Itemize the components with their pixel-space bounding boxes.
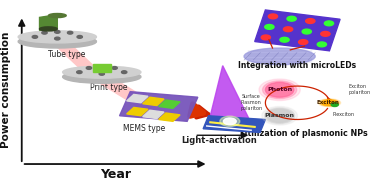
- Circle shape: [42, 31, 47, 34]
- Polygon shape: [255, 10, 340, 51]
- Text: Year: Year: [101, 168, 132, 181]
- Text: Power consumption: Power consumption: [2, 32, 11, 148]
- Text: MEMS type: MEMS type: [123, 124, 166, 133]
- Circle shape: [268, 14, 277, 19]
- Polygon shape: [127, 94, 148, 103]
- Ellipse shape: [318, 99, 341, 107]
- Circle shape: [32, 36, 37, 38]
- Polygon shape: [119, 92, 198, 121]
- Bar: [93, 64, 111, 72]
- Text: Photon: Photon: [267, 87, 292, 92]
- Ellipse shape: [244, 48, 315, 65]
- Circle shape: [287, 16, 296, 21]
- Polygon shape: [209, 66, 251, 123]
- Ellipse shape: [18, 35, 96, 48]
- Circle shape: [99, 66, 104, 68]
- Circle shape: [263, 81, 297, 99]
- Circle shape: [262, 106, 297, 125]
- Circle shape: [265, 82, 294, 97]
- Circle shape: [86, 67, 91, 69]
- Circle shape: [261, 35, 271, 40]
- Polygon shape: [127, 107, 148, 116]
- Text: Exciton
polariton: Exciton polariton: [349, 84, 371, 95]
- Ellipse shape: [320, 99, 339, 106]
- Circle shape: [299, 40, 308, 45]
- Polygon shape: [159, 100, 180, 108]
- Polygon shape: [143, 110, 164, 119]
- Text: Integration with microLEDs: Integration with microLEDs: [239, 61, 356, 70]
- Circle shape: [306, 19, 315, 23]
- Text: Exciton: Exciton: [316, 100, 339, 105]
- Circle shape: [280, 37, 289, 42]
- Text: Tube type: Tube type: [48, 50, 85, 59]
- Polygon shape: [159, 113, 180, 121]
- Circle shape: [259, 79, 300, 101]
- Circle shape: [321, 31, 330, 36]
- Circle shape: [112, 67, 117, 69]
- Circle shape: [77, 36, 82, 38]
- Ellipse shape: [63, 66, 141, 78]
- Circle shape: [99, 72, 104, 75]
- Circle shape: [324, 21, 334, 26]
- Text: Print type: Print type: [90, 83, 128, 92]
- Ellipse shape: [322, 100, 337, 105]
- Ellipse shape: [63, 70, 141, 83]
- Ellipse shape: [18, 31, 96, 43]
- Ellipse shape: [48, 13, 66, 18]
- Polygon shape: [143, 97, 164, 106]
- Text: Light-activation: Light-activation: [181, 136, 257, 145]
- Circle shape: [55, 37, 60, 40]
- Circle shape: [121, 71, 127, 73]
- Ellipse shape: [40, 27, 57, 31]
- Circle shape: [220, 116, 240, 127]
- Text: Utilization of plasmonic NPs: Utilization of plasmonic NPs: [241, 129, 368, 138]
- Circle shape: [265, 108, 294, 124]
- Circle shape: [77, 71, 82, 73]
- Text: Surface
Plasmon
polariton: Surface Plasmon polariton: [240, 94, 262, 111]
- Polygon shape: [203, 116, 265, 132]
- Circle shape: [267, 109, 293, 122]
- Circle shape: [317, 42, 327, 47]
- Circle shape: [331, 103, 338, 106]
- Circle shape: [67, 31, 73, 34]
- Circle shape: [223, 118, 236, 125]
- Text: Plasmon: Plasmon: [265, 113, 294, 118]
- Polygon shape: [40, 15, 57, 30]
- Circle shape: [265, 24, 274, 29]
- Circle shape: [284, 27, 293, 32]
- Circle shape: [302, 29, 311, 34]
- Circle shape: [55, 30, 60, 33]
- Text: Plexciton: Plexciton: [333, 112, 355, 117]
